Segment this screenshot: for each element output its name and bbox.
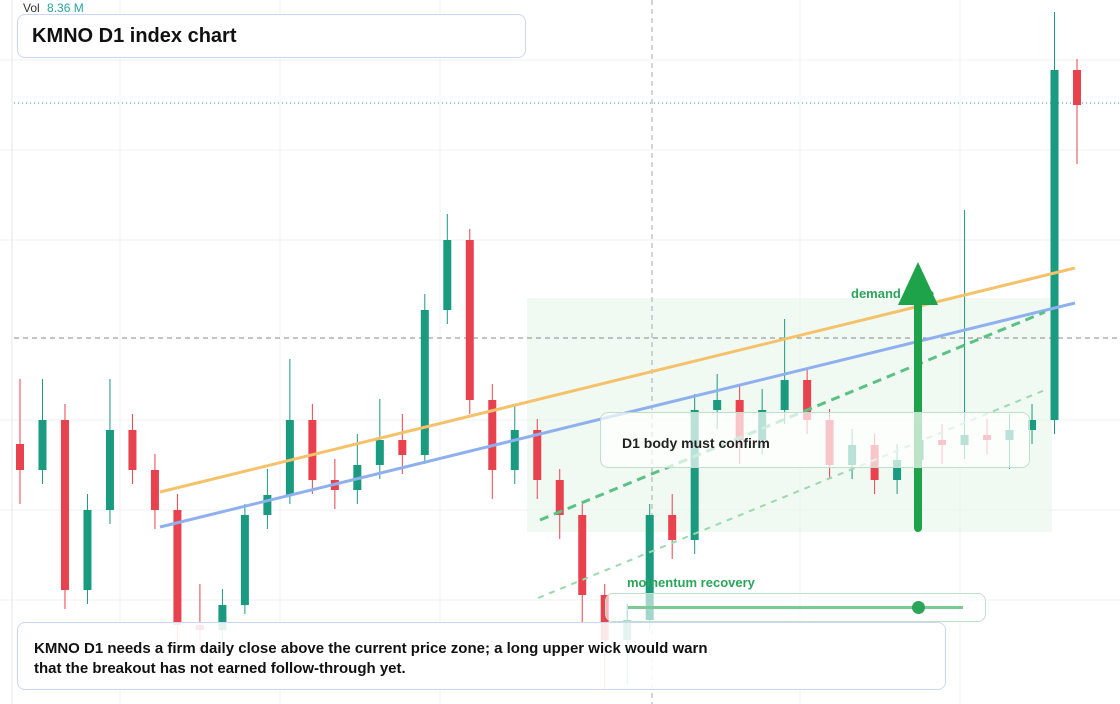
candle-body [533, 430, 542, 480]
candle-body [780, 380, 789, 410]
candle-body [38, 420, 47, 470]
candle-body [420, 310, 429, 455]
candle-body [375, 440, 384, 465]
candle-body [555, 480, 564, 515]
candle-body [398, 440, 407, 455]
trend-line [159, 266, 1076, 494]
candle-body [218, 605, 227, 630]
candle-body [308, 420, 317, 480]
candle-body [645, 515, 654, 620]
vol-label: Vol [23, 1, 40, 15]
vol-label: Vol 8.36 M [23, 1, 84, 15]
candle-body [1028, 420, 1037, 430]
candle-body [16, 444, 24, 470]
candle-body [240, 515, 249, 605]
candle-body [668, 515, 677, 540]
candle-body [1073, 70, 1081, 105]
vol-value: 8.36 M [47, 1, 84, 15]
annotation-box: D1 body must confirm [600, 412, 1030, 468]
slider-knob [912, 601, 925, 614]
candle-body [105, 430, 114, 510]
candle-body [443, 240, 452, 310]
candle-body [578, 515, 587, 595]
candle-body [60, 420, 69, 590]
slider-track [628, 606, 963, 609]
chart-title: KMNO D1 index chart [32, 25, 237, 47]
candle-body [263, 495, 272, 515]
candle-body [690, 410, 699, 540]
candle-body [150, 470, 159, 510]
annotation: D1 body must confirm [622, 435, 770, 451]
candle-body [600, 595, 609, 640]
candle-body [488, 400, 497, 470]
candle-body [803, 380, 812, 420]
note: KMNO D1 needs a firm daily close above t… [34, 640, 708, 677]
slider-box [605, 593, 986, 622]
title-box: KMNO D1 index chart [17, 14, 526, 58]
candle-body [173, 510, 182, 625]
candle-body [893, 460, 902, 480]
candle-body [713, 400, 722, 410]
candle-body [1050, 70, 1059, 420]
candle-body [83, 510, 92, 590]
note-box: KMNO D1 needs a firm daily close above t… [17, 622, 946, 690]
candle-body [285, 420, 294, 495]
candle-body [465, 240, 474, 400]
candle-body [128, 430, 137, 470]
candle-body [510, 430, 519, 470]
annotation: momentum recovery [627, 575, 755, 590]
